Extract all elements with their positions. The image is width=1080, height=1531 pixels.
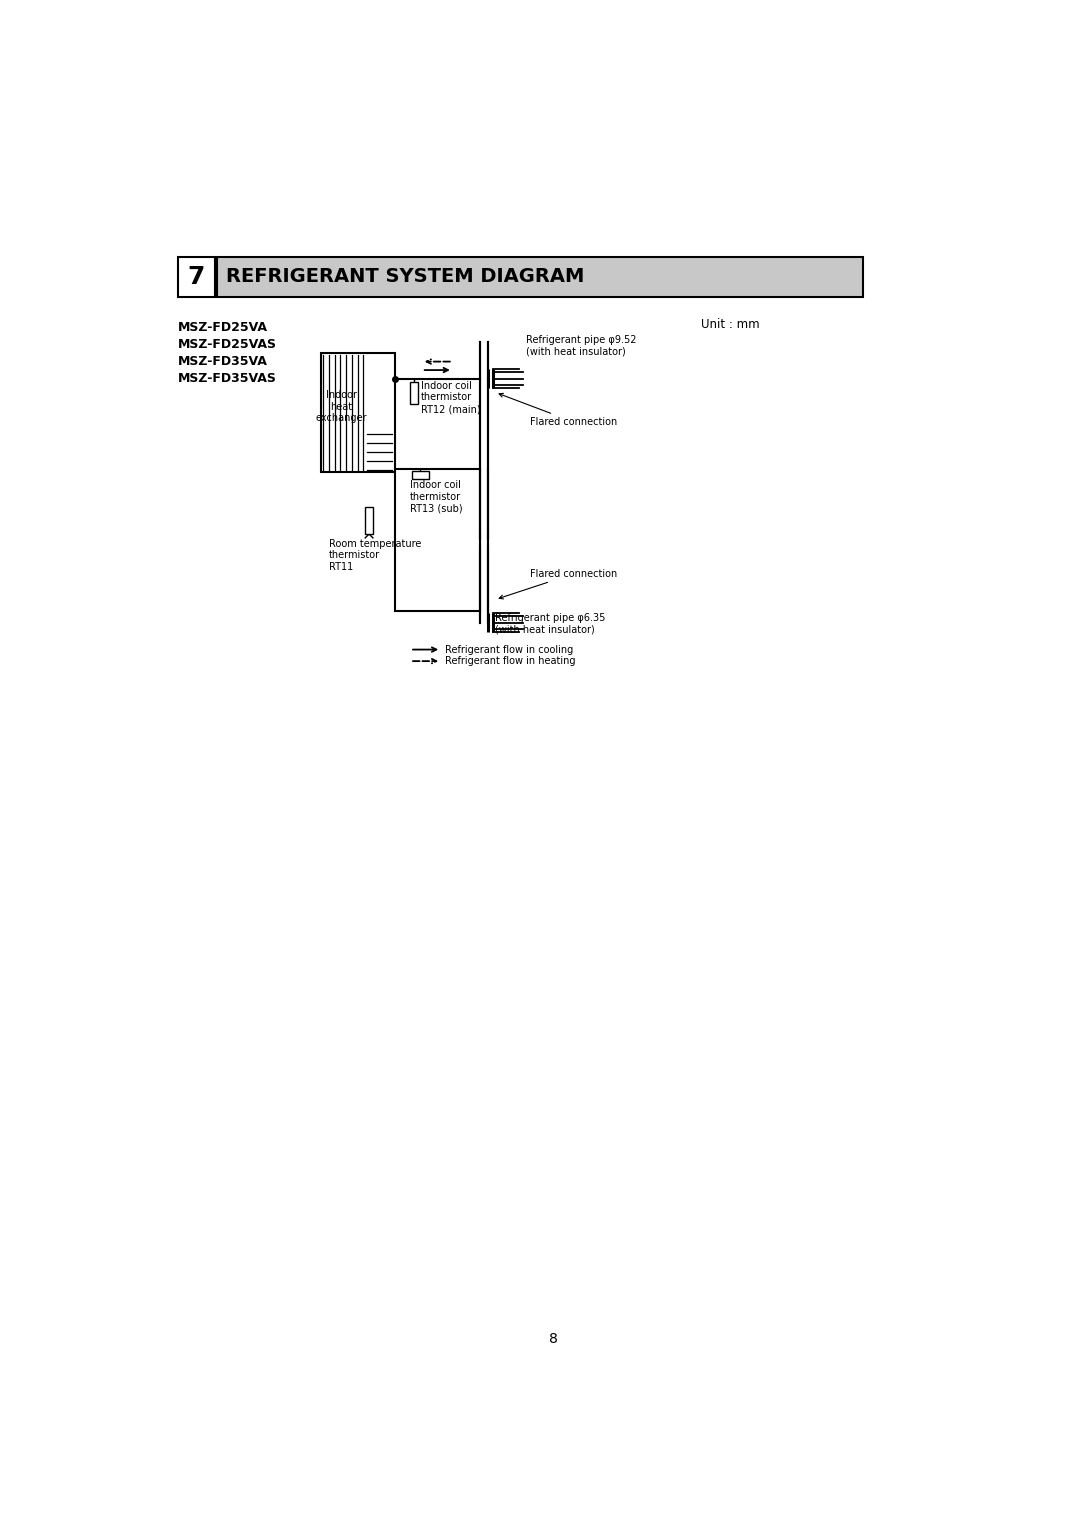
- Bar: [411, 472, 429, 479]
- Bar: [217, 257, 864, 297]
- Text: Flared connection: Flared connection: [499, 568, 618, 599]
- Bar: [321, 354, 394, 473]
- Text: Refrigerant pipe φ9.52
(with heat insulator): Refrigerant pipe φ9.52 (with heat insula…: [526, 335, 637, 357]
- Text: Indoor coil
thermistor
RT13 (sub): Indoor coil thermistor RT13 (sub): [410, 481, 462, 513]
- Text: Refrigerant flow in heating: Refrigerant flow in heating: [445, 657, 576, 666]
- Text: 7: 7: [188, 265, 205, 289]
- Bar: [410, 383, 418, 404]
- Text: Room temperature
thermistor
RT11: Room temperature thermistor RT11: [328, 539, 421, 573]
- Text: REFRIGERANT SYSTEM DIAGRAM: REFRIGERANT SYSTEM DIAGRAM: [227, 268, 585, 286]
- Text: Flared connection: Flared connection: [499, 393, 618, 427]
- Text: MSZ-FD25VA: MSZ-FD25VA: [177, 322, 268, 334]
- Text: Unit : mm: Unit : mm: [701, 318, 759, 332]
- Text: MSZ-FD35VAS: MSZ-FD35VAS: [177, 372, 276, 384]
- Text: MSZ-FD35VA: MSZ-FD35VA: [177, 355, 268, 367]
- Text: Refrigerant flow in cooling: Refrigerant flow in cooling: [445, 645, 573, 655]
- Bar: [365, 507, 373, 534]
- Text: MSZ-FD25VAS: MSZ-FD25VAS: [177, 338, 276, 351]
- Text: Refrigerant pipe φ6.35
(with heat insulator): Refrigerant pipe φ6.35 (with heat insula…: [496, 612, 606, 634]
- Text: Indoor coil
thermistor
RT12 (main): Indoor coil thermistor RT12 (main): [421, 381, 481, 413]
- Text: Indoor
heat
exchanger: Indoor heat exchanger: [315, 390, 367, 424]
- Text: 8: 8: [549, 1332, 558, 1346]
- Bar: [177, 257, 215, 297]
